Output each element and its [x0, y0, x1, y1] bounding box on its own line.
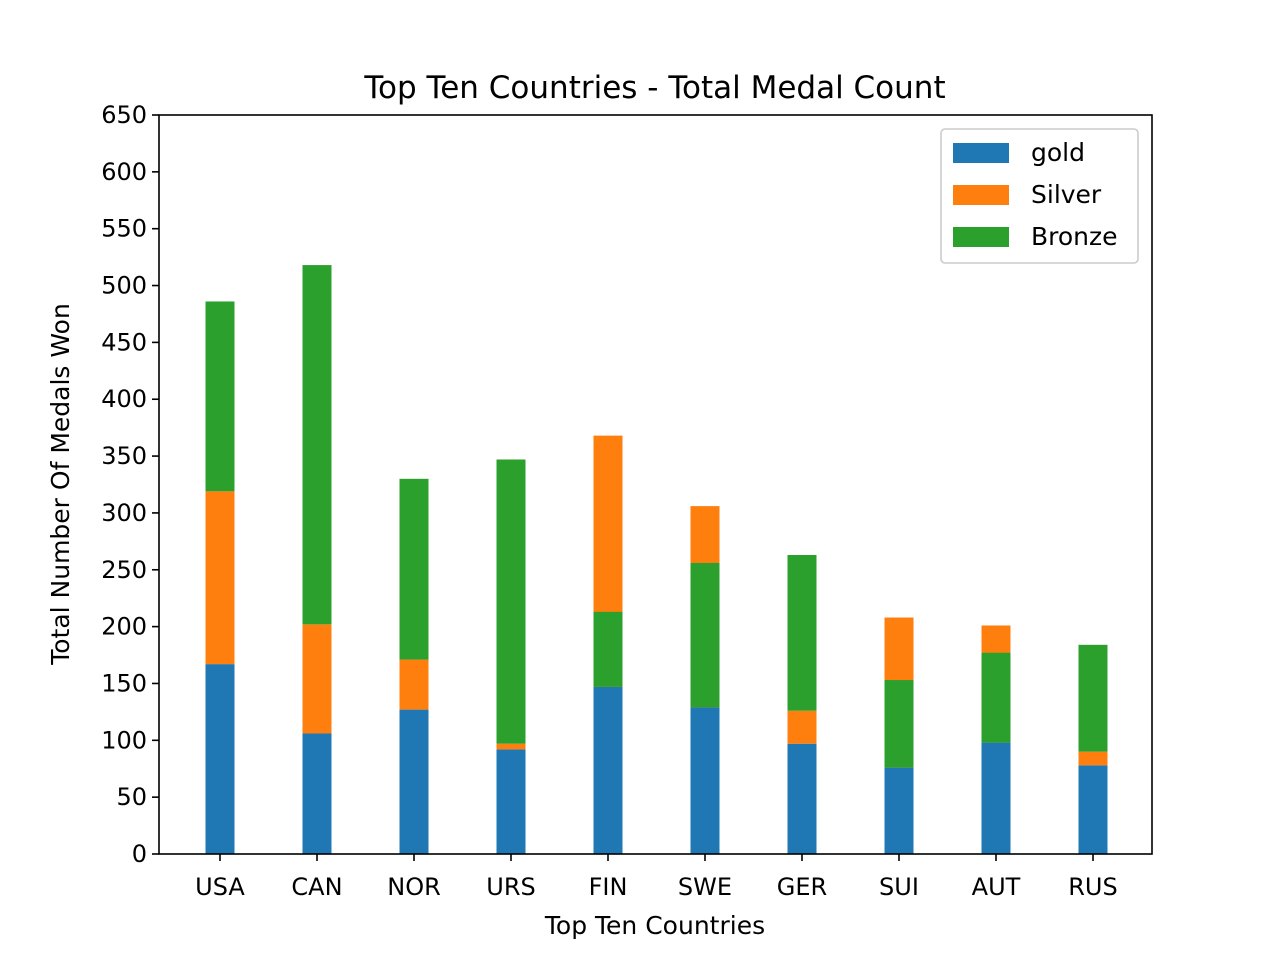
bar-bronze-ger: [787, 554, 817, 711]
y-axis: 0 50 100 150 200 250 300 350 400 450 500 550 600 650: [101, 101, 159, 868]
y-tick-label: 300: [101, 499, 147, 527]
x-tick-label-usa: USA: [195, 873, 245, 901]
bars-layer: [205, 265, 1108, 854]
chart-title: Top Ten Countries - Total Medal Count: [363, 70, 945, 106]
x-tick-label-swe: SWE: [678, 873, 732, 901]
bar-gold-aut: [981, 742, 1011, 854]
bar-bronze-sui: [884, 680, 914, 768]
bar-gold-can: [302, 733, 332, 854]
bar-silver-nor: [399, 659, 429, 710]
bar-bronze-fin: [593, 611, 623, 687]
y-tick-label: 350: [101, 442, 147, 470]
bar-gold-fin: [593, 686, 623, 854]
legend-label-silver: Silver: [1031, 180, 1102, 209]
x-axis-label: Top Ten Countries: [544, 911, 765, 940]
y-tick-label: 100: [101, 726, 147, 754]
y-tick-label: 150: [101, 669, 147, 697]
x-tick-label-urs: URS: [486, 873, 535, 901]
bar-silver-rus: [1078, 751, 1108, 766]
y-tick-label: 200: [101, 613, 147, 641]
bar-bronze-can: [302, 265, 332, 625]
bar-gold-ger: [787, 743, 817, 854]
legend-label-bronze: Bronze: [1031, 222, 1118, 251]
bar-bronze-nor: [399, 478, 429, 660]
x-tick-label-fin: FIN: [589, 873, 628, 901]
bar-gold-nor: [399, 709, 429, 854]
y-tick-label: 450: [101, 328, 147, 356]
bar-gold-swe: [690, 707, 720, 854]
y-tick-label: 50: [116, 783, 147, 811]
x-tick-label-sui: SUI: [879, 873, 919, 901]
bar-bronze-aut: [981, 652, 1011, 743]
bar-silver-can: [302, 624, 332, 734]
legend-swatch-bronze: [953, 227, 1009, 247]
bar-gold-usa: [205, 664, 235, 854]
y-tick-label: 550: [101, 215, 147, 243]
bar-silver-usa: [205, 491, 235, 665]
bar-silver-ger: [787, 710, 817, 744]
bar-gold-sui: [884, 767, 914, 854]
x-tick-label-aut: AUT: [972, 873, 1021, 901]
bar-bronze-rus: [1078, 644, 1108, 752]
y-tick-label: 600: [101, 158, 147, 186]
bar-bronze-swe: [690, 562, 720, 708]
bar-bronze-usa: [205, 301, 235, 492]
x-tick-label-ger: GER: [777, 873, 827, 901]
legend: gold Silver Bronze: [940, 128, 1139, 264]
x-tick-label-nor: NOR: [387, 873, 441, 901]
plot-frame: [158, 114, 1153, 855]
y-tick-label: 250: [101, 556, 147, 584]
y-tick-label: 0: [132, 840, 147, 868]
x-tick-label-can: CAN: [291, 873, 342, 901]
y-tick-label: 650: [101, 101, 147, 129]
bar-bronze-urs: [496, 459, 526, 744]
bar-gold-rus: [1078, 765, 1108, 854]
bar-silver-urs: [496, 743, 526, 750]
legend-swatch-gold: [953, 143, 1009, 163]
y-axis-label: Total Number Of Medals Won: [46, 303, 75, 666]
x-tick-label-rus: RUS: [1068, 873, 1117, 901]
y-tick-label: 400: [101, 385, 147, 413]
y-tick-label: 500: [101, 272, 147, 300]
x-axis: USA CAN NOR URS FIN SWE GER SUI AUT RUS: [195, 854, 1118, 901]
legend-swatch-silver: [953, 185, 1009, 205]
legend-label-gold: gold: [1031, 138, 1085, 167]
bar-gold-urs: [496, 749, 526, 854]
